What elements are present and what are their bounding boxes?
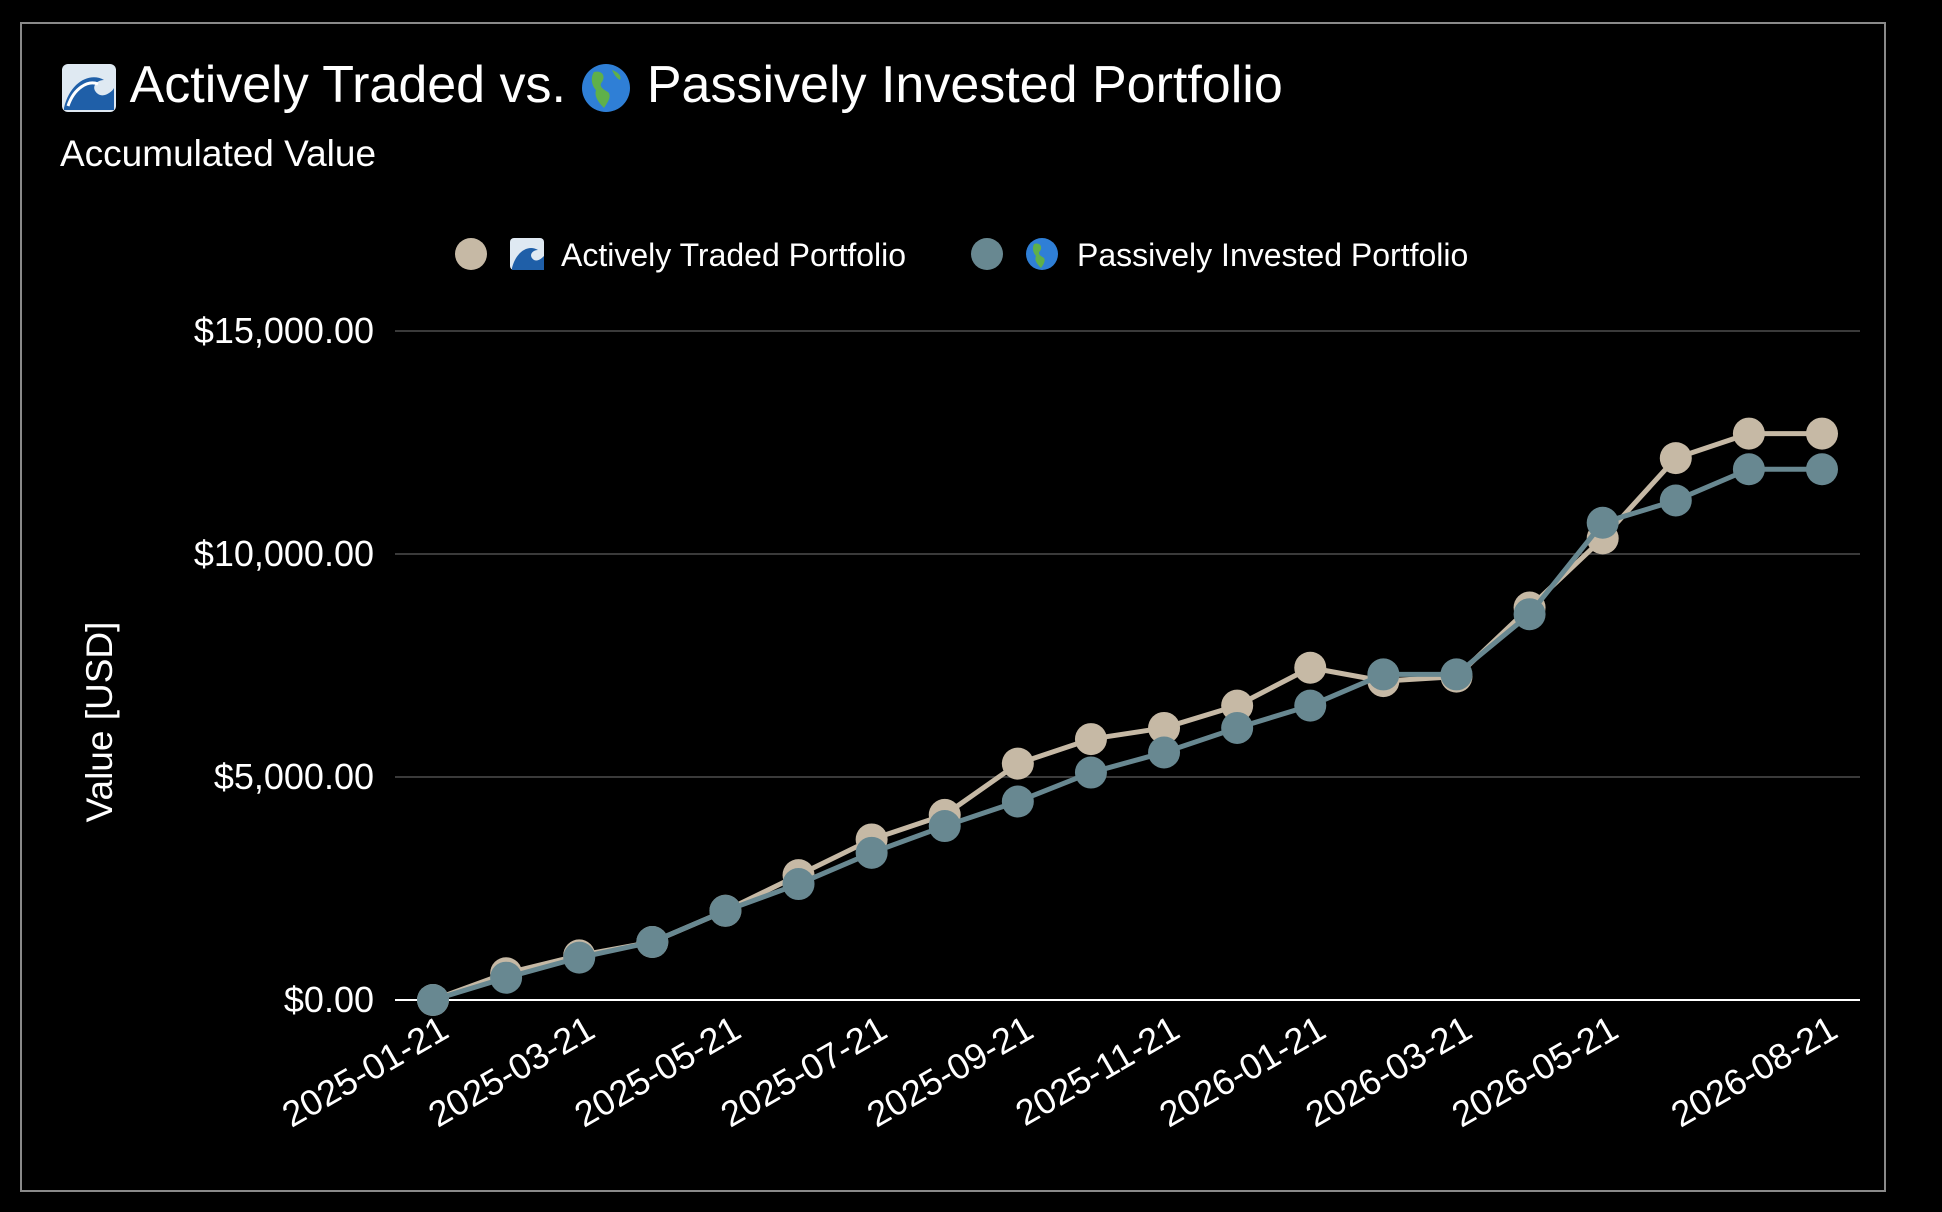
legend-item-passive[interactable]: Passively Invested Portfolio [971, 237, 1468, 273]
series-layer [417, 417, 1838, 1016]
data-point [1586, 506, 1619, 539]
series-active [417, 417, 1838, 1016]
y-tick-label: $5,000.00 [214, 756, 374, 797]
data-point [1659, 442, 1692, 475]
globe-icon-land [1032, 243, 1045, 268]
legend-marker [971, 238, 1003, 270]
legend-label: Passively Invested Portfolio [1077, 237, 1468, 273]
chart-subtitle: Accumulated Value [60, 133, 377, 174]
x-tick-label: 2026-03-21 [1298, 1007, 1478, 1135]
data-point [1221, 689, 1254, 722]
title-text-right: Passively Invested Portfolio [646, 56, 1283, 114]
data-point [1806, 417, 1838, 450]
wave-icon-shape [512, 248, 544, 270]
y-axis-label: Value [USD] [79, 622, 120, 823]
x-tick-label: 2026-01-21 [1152, 1007, 1332, 1135]
data-point [1440, 658, 1473, 691]
data-point [1294, 651, 1327, 684]
x-tick-label: 2025-01-21 [275, 1007, 455, 1135]
x-tick-label: 2025-03-21 [421, 1007, 601, 1135]
y-tick-labels: $0.00 $5,000.00 $10,000.00 $15,000.00 [194, 310, 374, 1020]
data-point [1148, 711, 1181, 744]
x-tick-labels: 2025-01-212025-03-212025-05-212025-07-21… [275, 1007, 1844, 1135]
chart-title: Actively Traded vs. Passively Invested P… [60, 55, 1283, 115]
data-point [1001, 747, 1034, 780]
data-point [709, 894, 742, 927]
data-point [928, 810, 961, 843]
legend-item-active[interactable]: Actively Traded Portfolio [455, 237, 906, 273]
data-point [855, 836, 888, 869]
x-tick-label: 2025-07-21 [714, 1007, 894, 1135]
data-point [1221, 711, 1254, 744]
grid-lines [395, 330, 1860, 1001]
data-point [1367, 658, 1400, 691]
globe-americas-icon [1026, 238, 1058, 270]
legend-marker [455, 238, 487, 270]
data-point [1659, 484, 1692, 517]
data-point [636, 926, 669, 959]
data-point [417, 984, 449, 1016]
legend-label: Actively Traded Portfolio [561, 237, 906, 273]
data-point [1001, 785, 1034, 818]
data-point [563, 941, 596, 974]
x-tick-label: 2026-08-21 [1664, 1007, 1844, 1135]
data-point [1513, 598, 1546, 631]
data-point [1294, 689, 1327, 722]
legend[interactable]: Actively Traded Portfolio Passively Inves… [455, 237, 1468, 273]
data-point [1732, 453, 1765, 486]
x-tick-label: 2025-11-21 [1008, 1007, 1186, 1133]
data-point [782, 868, 815, 901]
data-point [1074, 723, 1107, 756]
wave-icon [510, 238, 544, 270]
globe-americas-icon [582, 64, 631, 113]
y-tick-label: $15,000.00 [194, 310, 374, 351]
y-tick-label: $10,000.00 [194, 533, 374, 574]
data-point [1806, 453, 1838, 486]
data-point [1732, 417, 1765, 450]
data-point [490, 961, 523, 994]
series-passive [417, 453, 1838, 1016]
y-tick-label: $0.00 [284, 979, 374, 1020]
chart-frame [20, 22, 1886, 1192]
x-tick-label: 2025-05-21 [567, 1007, 747, 1135]
data-point [1074, 756, 1107, 789]
wave-icon [62, 64, 116, 113]
x-tick-label: 2026-05-21 [1445, 1007, 1625, 1135]
x-tick-label: 2025-09-21 [860, 1007, 1040, 1135]
data-point [1148, 736, 1181, 769]
title-text-left: Actively Traded vs. [129, 56, 566, 114]
